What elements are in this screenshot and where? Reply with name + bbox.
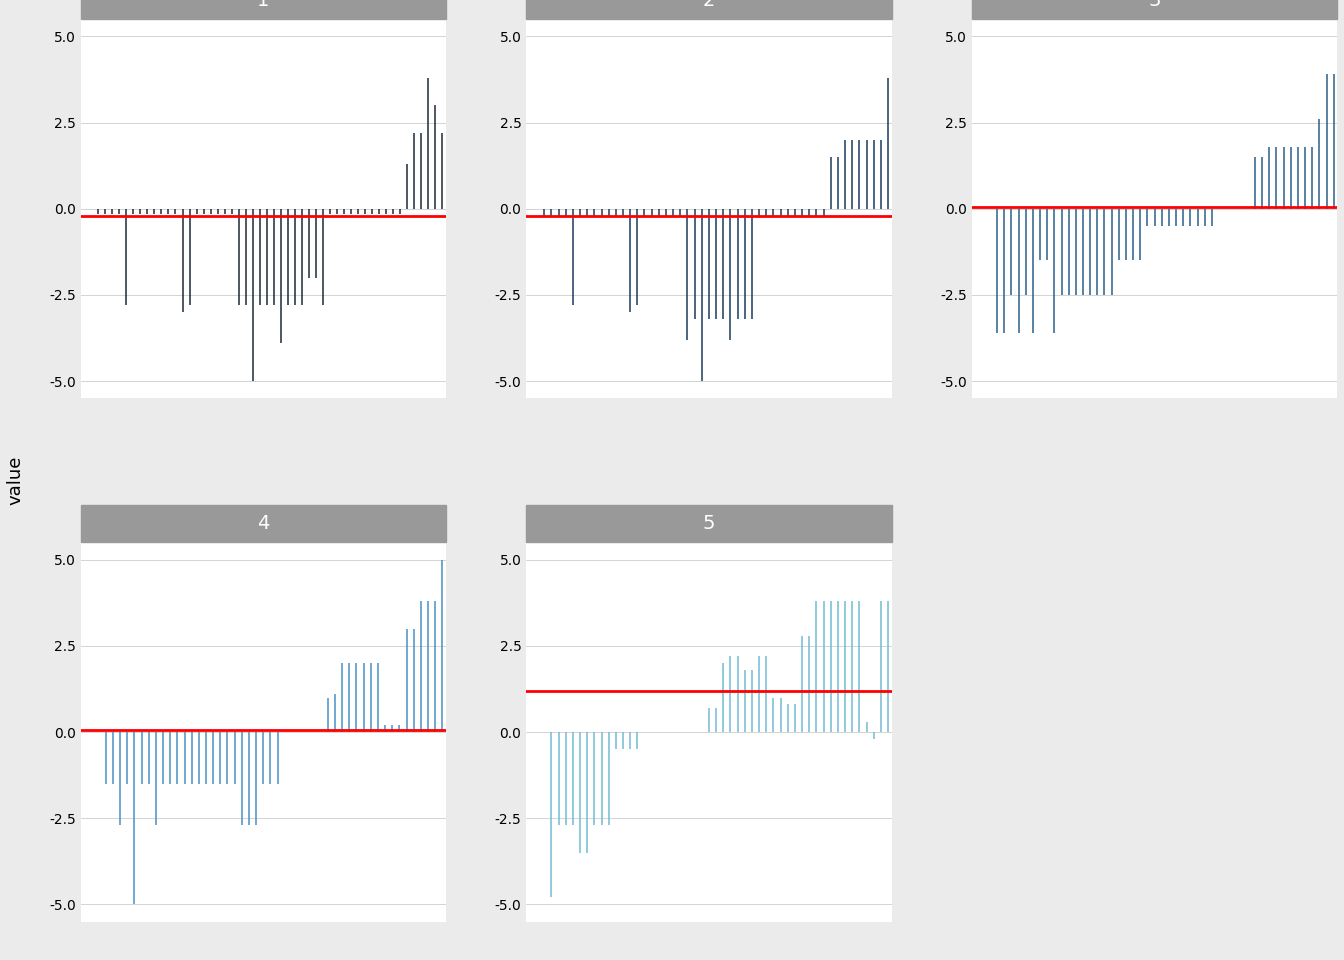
Text: 3: 3 [1148,0,1161,10]
Text: value: value [7,455,24,505]
Text: 5: 5 [703,514,715,533]
Bar [527,505,891,542]
Bar [81,0,446,19]
Text: 4: 4 [257,514,270,533]
Bar [81,505,446,542]
Text: 1: 1 [257,0,270,10]
Bar [527,0,891,19]
Bar [972,0,1337,19]
Text: 2: 2 [703,0,715,10]
